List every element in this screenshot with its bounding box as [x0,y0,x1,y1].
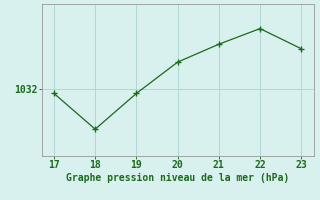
X-axis label: Graphe pression niveau de la mer (hPa): Graphe pression niveau de la mer (hPa) [66,173,289,183]
